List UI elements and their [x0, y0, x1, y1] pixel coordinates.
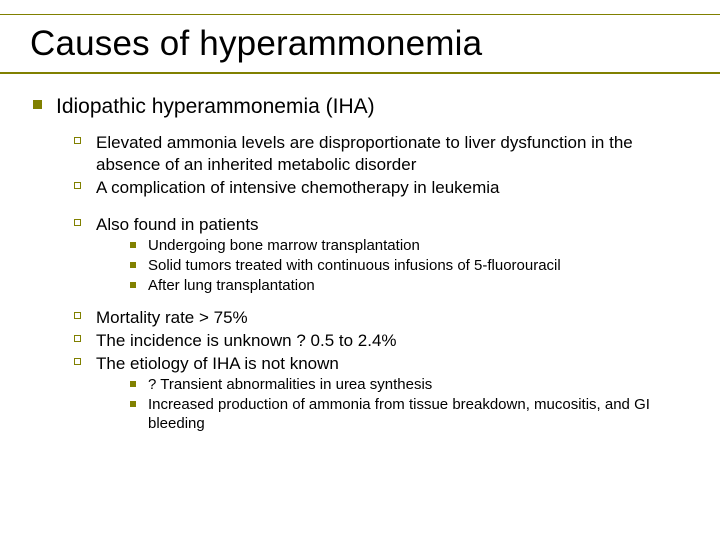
lvl1-text: Idiopathic hyperammonemia (IHA) — [56, 95, 375, 118]
list-item: The etiology of IHA is not known — [30, 353, 690, 374]
square-bullet-icon — [130, 242, 136, 248]
lvl2-text: A complication of intensive chemotherapy… — [96, 178, 500, 197]
list-item: Mortality rate > 75% — [30, 307, 690, 328]
lvl3-text: Increased production of ammonia from tis… — [148, 396, 650, 432]
list-item: Idiopathic hyperammonemia (IHA) — [30, 94, 690, 120]
slide: Causes of hyperammonemia Idiopathic hype… — [0, 0, 720, 540]
hollow-square-bullet-icon — [74, 182, 81, 189]
list-item: Solid tumors treated with continuous inf… — [30, 257, 690, 276]
lvl3-text: ? Transient abnormalities in urea synthe… — [148, 376, 432, 393]
list-item: Elevated ammonia levels are disproportio… — [30, 132, 690, 175]
square-bullet-icon — [130, 401, 136, 407]
lvl3-text: Undergoing bone marrow transplantation — [148, 237, 420, 254]
title-rule-top — [0, 14, 720, 15]
lvl3-text: After lung transplantation — [148, 277, 315, 294]
lvl2-text: Also found in patients — [96, 215, 259, 234]
spacer — [30, 297, 690, 305]
slide-body: Idiopathic hyperammonemia (IHA) Elevated… — [30, 94, 690, 434]
lvl2-text: The etiology of IHA is not known — [96, 354, 339, 373]
hollow-square-bullet-icon — [74, 312, 81, 319]
list-item: Increased production of ammonia from tis… — [30, 396, 690, 434]
list-item: ? Transient abnormalities in urea synthe… — [30, 376, 690, 395]
hollow-square-bullet-icon — [74, 219, 81, 226]
slide-title: Causes of hyperammonemia — [30, 18, 690, 68]
square-bullet-icon — [33, 100, 42, 109]
hollow-square-bullet-icon — [74, 335, 81, 342]
lvl2-text: The incidence is unknown ? 0.5 to 2.4% — [96, 331, 397, 350]
list-item: The incidence is unknown ? 0.5 to 2.4% — [30, 330, 690, 351]
title-rule-bottom — [0, 72, 720, 74]
hollow-square-bullet-icon — [74, 137, 81, 144]
square-bullet-icon — [130, 282, 136, 288]
list-item: Undergoing bone marrow transplantation — [30, 237, 690, 256]
lvl3-text: Solid tumors treated with continuous inf… — [148, 257, 561, 274]
spacer — [30, 200, 690, 212]
hollow-square-bullet-icon — [74, 358, 81, 365]
square-bullet-icon — [130, 262, 136, 268]
list-item: After lung transplantation — [30, 277, 690, 296]
lvl2-text: Mortality rate > 75% — [96, 308, 248, 327]
lvl2-text: Elevated ammonia levels are disproportio… — [96, 133, 633, 173]
title-block: Causes of hyperammonemia — [30, 18, 690, 68]
list-item: Also found in patients — [30, 214, 690, 235]
square-bullet-icon — [130, 381, 136, 387]
list-item: A complication of intensive chemotherapy… — [30, 177, 690, 198]
